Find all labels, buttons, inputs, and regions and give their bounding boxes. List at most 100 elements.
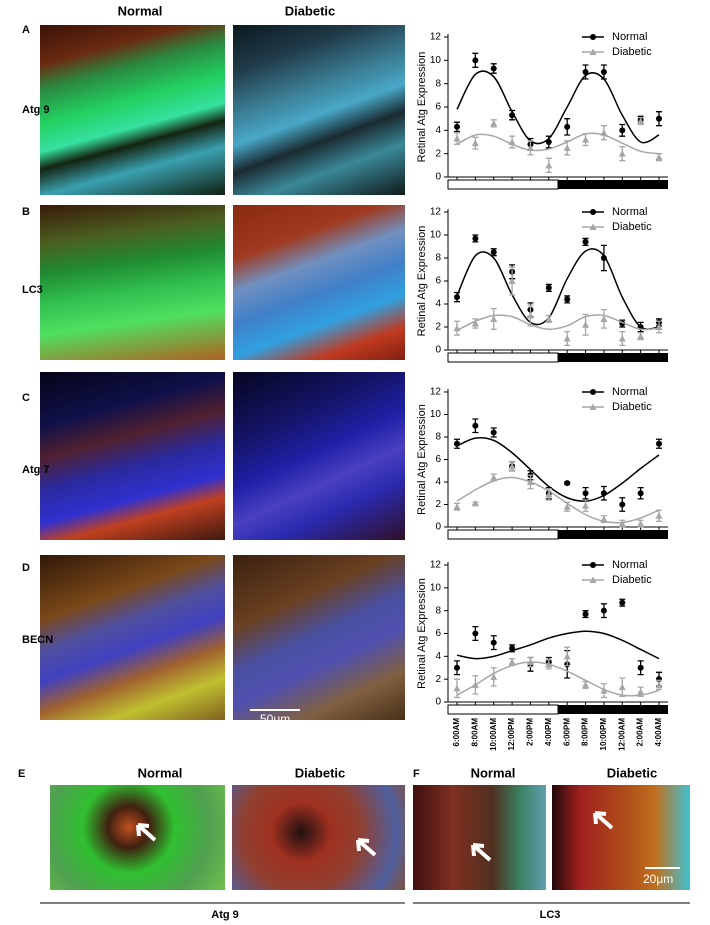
point [656, 115, 662, 122]
point [453, 503, 461, 510]
y-tick-label: 2 [435, 148, 441, 159]
point [545, 284, 552, 291]
micrograph [40, 555, 225, 720]
y-tick-label: 8 [435, 605, 441, 616]
point [490, 673, 498, 680]
y-tick-label: 10 [430, 582, 442, 593]
light-phase [447, 529, 559, 540]
column-header: Diabetic [295, 765, 346, 780]
point [454, 294, 460, 301]
point [508, 138, 516, 145]
y-tick-label: 8 [435, 253, 441, 264]
point [637, 117, 645, 124]
point [490, 639, 497, 646]
point [563, 503, 571, 510]
x-tick-label: 2:00PM [526, 718, 535, 746]
row-label: LC3 [22, 284, 43, 296]
point [490, 474, 498, 481]
point [563, 335, 571, 342]
micrograph [233, 205, 405, 360]
legend-label: Diabetic [612, 221, 652, 233]
y-axis-label: Retinal Atg Expression [416, 226, 428, 337]
legend-label: Diabetic [612, 46, 652, 58]
point [453, 324, 461, 332]
point [637, 332, 645, 340]
x-tick-label: 8:00PM [581, 718, 590, 746]
point [656, 440, 662, 447]
point [509, 112, 516, 119]
y-axis-label: Retinal Atg Expression [416, 52, 428, 163]
x-tick-label: 10:00PM [599, 718, 608, 751]
y-tick-label: 0 [435, 697, 441, 708]
column-header: Normal [471, 765, 516, 780]
point [600, 129, 608, 136]
micrograph [233, 555, 405, 720]
point [526, 312, 534, 319]
panel-letter: A [22, 24, 30, 36]
point [545, 315, 553, 322]
scale-bar-label: 20μm [643, 872, 673, 886]
point [490, 65, 497, 72]
point [637, 664, 644, 671]
point [453, 135, 461, 142]
dark-phase [558, 530, 668, 539]
point [655, 323, 663, 330]
point [582, 502, 590, 509]
y-tick-label: 12 [430, 32, 442, 43]
fit-line [456, 314, 660, 332]
point [472, 235, 479, 242]
y-tick-label: 10 [430, 409, 442, 420]
legend-label: Normal [612, 206, 647, 218]
point [600, 687, 608, 694]
row-label: BECN [22, 634, 53, 646]
dark-phase [558, 705, 668, 714]
point [564, 123, 571, 130]
point [582, 238, 589, 245]
point [618, 150, 626, 157]
fit-line [456, 132, 660, 155]
point [490, 315, 498, 322]
legend-marker [590, 389, 596, 395]
point [582, 490, 589, 497]
point [453, 684, 461, 692]
fit-line [456, 661, 660, 697]
light-phase [447, 704, 559, 715]
point [600, 607, 607, 614]
x-tick-label: 4:00AM [654, 718, 663, 747]
column-header: Normal [118, 3, 163, 18]
dark-phase [558, 180, 668, 189]
legend-marker [589, 223, 597, 230]
micrograph [232, 785, 405, 890]
column-header: Diabetic [607, 765, 658, 780]
arrows [136, 811, 614, 862]
y-tick-label: 0 [435, 345, 441, 356]
fit-line [456, 476, 660, 524]
point [471, 139, 479, 147]
y-tick-label: 4 [435, 477, 441, 488]
point [545, 161, 553, 169]
point [472, 57, 479, 64]
fit-line [456, 70, 660, 145]
panel-letter: D [22, 562, 30, 574]
x-tick-label: 10:00AM [489, 718, 498, 751]
point [619, 127, 626, 134]
legend-marker [590, 209, 596, 215]
point [545, 660, 553, 668]
point [655, 681, 663, 688]
point [637, 490, 644, 497]
micrograph [40, 372, 225, 540]
legend-marker [590, 34, 596, 40]
y-tick-label: 4 [435, 299, 441, 310]
point [490, 119, 498, 127]
point [637, 520, 645, 527]
legend-marker [589, 403, 597, 410]
y-tick-label: 10 [430, 55, 442, 66]
point [472, 630, 479, 637]
y-tick-label: 0 [435, 522, 441, 533]
fit-line [456, 436, 660, 502]
x-tick-label: 12:00AM [617, 718, 626, 751]
y-tick-label: 12 [430, 387, 442, 398]
point [490, 429, 497, 436]
micrograph [40, 25, 225, 195]
legend-marker [589, 576, 597, 583]
